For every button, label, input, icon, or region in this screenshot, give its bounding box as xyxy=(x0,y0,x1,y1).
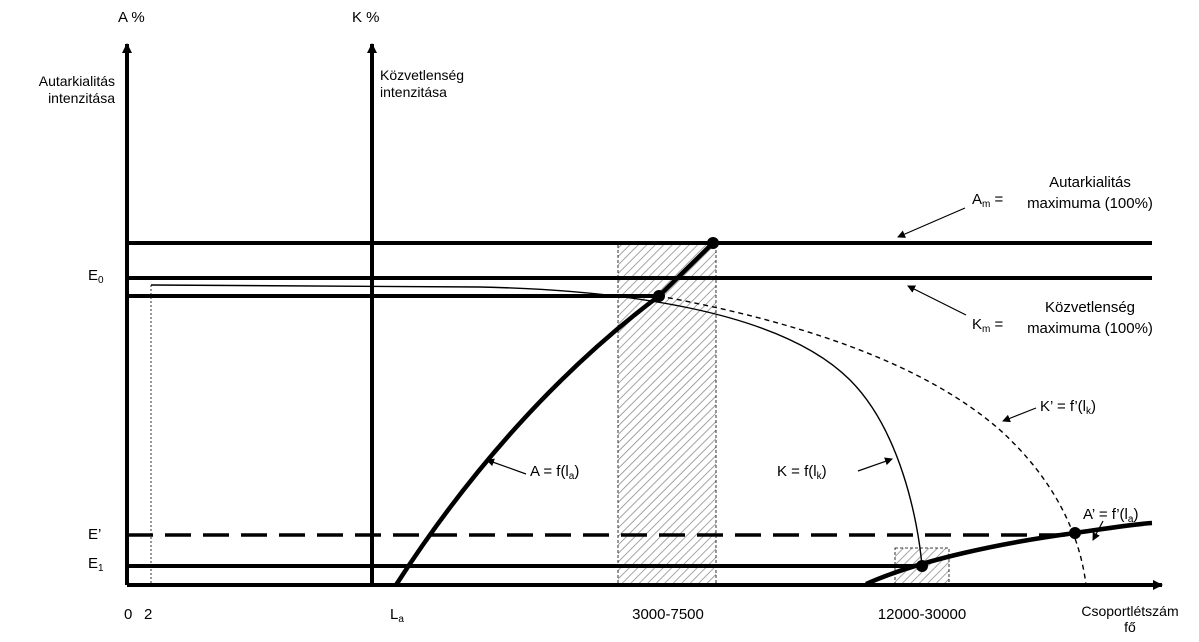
point-eprime-aprime xyxy=(1069,527,1081,539)
e1-label: E1 xyxy=(88,555,104,574)
x-axis-title: Csoportlétszám fő xyxy=(1066,603,1194,635)
km-text-line1: Közvetlenség xyxy=(1044,299,1136,316)
point-e1-k xyxy=(916,560,928,572)
x-label-range1: 3000-7500 xyxy=(632,606,704,623)
am-text: Autarkialitás maximuma (100%) xyxy=(1005,172,1175,214)
a-axis-title-line1: Autarkialitás xyxy=(38,73,115,89)
x-label-range2: 12000-30000 xyxy=(877,606,967,623)
kp-func-label: K’ = f’(lk) xyxy=(1040,398,1096,417)
km-pointer-arrow xyxy=(907,285,967,316)
k-axis-title-line2: intenzitása xyxy=(380,84,447,100)
k-prime-curve xyxy=(658,295,1087,586)
am-text-line1: Autarkialitás xyxy=(1049,174,1131,191)
ap-func-pointer-arrow xyxy=(1092,520,1104,541)
x-axis-title-line2: fő xyxy=(1124,619,1136,635)
km-text-line2: maximuma (100%) xyxy=(1027,320,1153,337)
ap-func-label: A’ = f’(la) xyxy=(1083,506,1139,525)
a-axis-unit: A % xyxy=(118,9,145,26)
k-axis-title: Közvetlenség intenzitása xyxy=(380,67,464,101)
k-func-label: K = f(lk) xyxy=(777,463,827,482)
kp-func-pointer-arrow xyxy=(1002,407,1037,423)
k-func-pointer-arrow xyxy=(857,457,893,472)
a-curve xyxy=(394,241,715,587)
x-label-two: 2 xyxy=(144,606,153,623)
k-curve xyxy=(150,284,923,567)
a-func-label: A = f(la) xyxy=(530,463,580,482)
a-axis-title: Autarkialitás intenzitása xyxy=(39,73,115,107)
a-axis-title-line2: intenzitása xyxy=(48,90,115,106)
point-e0-a xyxy=(653,290,665,302)
k-axis-title-line1: Közvetlenség xyxy=(380,67,465,83)
point-am-a xyxy=(707,237,719,249)
x-axis-title-line1: Csoportlétszám xyxy=(1081,603,1179,619)
am-pointer-arrow xyxy=(897,207,966,238)
e0-label: E0 xyxy=(88,267,104,286)
a-prime-curve xyxy=(865,520,1153,587)
am-text-line2: maximuma (100%) xyxy=(1027,195,1153,212)
x-label-zero: 0 xyxy=(124,606,133,623)
km-text: Közvetlenség maximuma (100%) xyxy=(1005,297,1175,339)
range-3000-7500-hatch xyxy=(617,242,717,586)
km-symbol: Km = xyxy=(972,316,1004,335)
a-func-pointer-arrow xyxy=(486,458,527,475)
x-label-la: La xyxy=(390,606,404,625)
k-axis-unit: K % xyxy=(352,9,380,26)
am-symbol: Am = xyxy=(972,191,1004,210)
e-prime-label: E’ xyxy=(88,526,102,543)
